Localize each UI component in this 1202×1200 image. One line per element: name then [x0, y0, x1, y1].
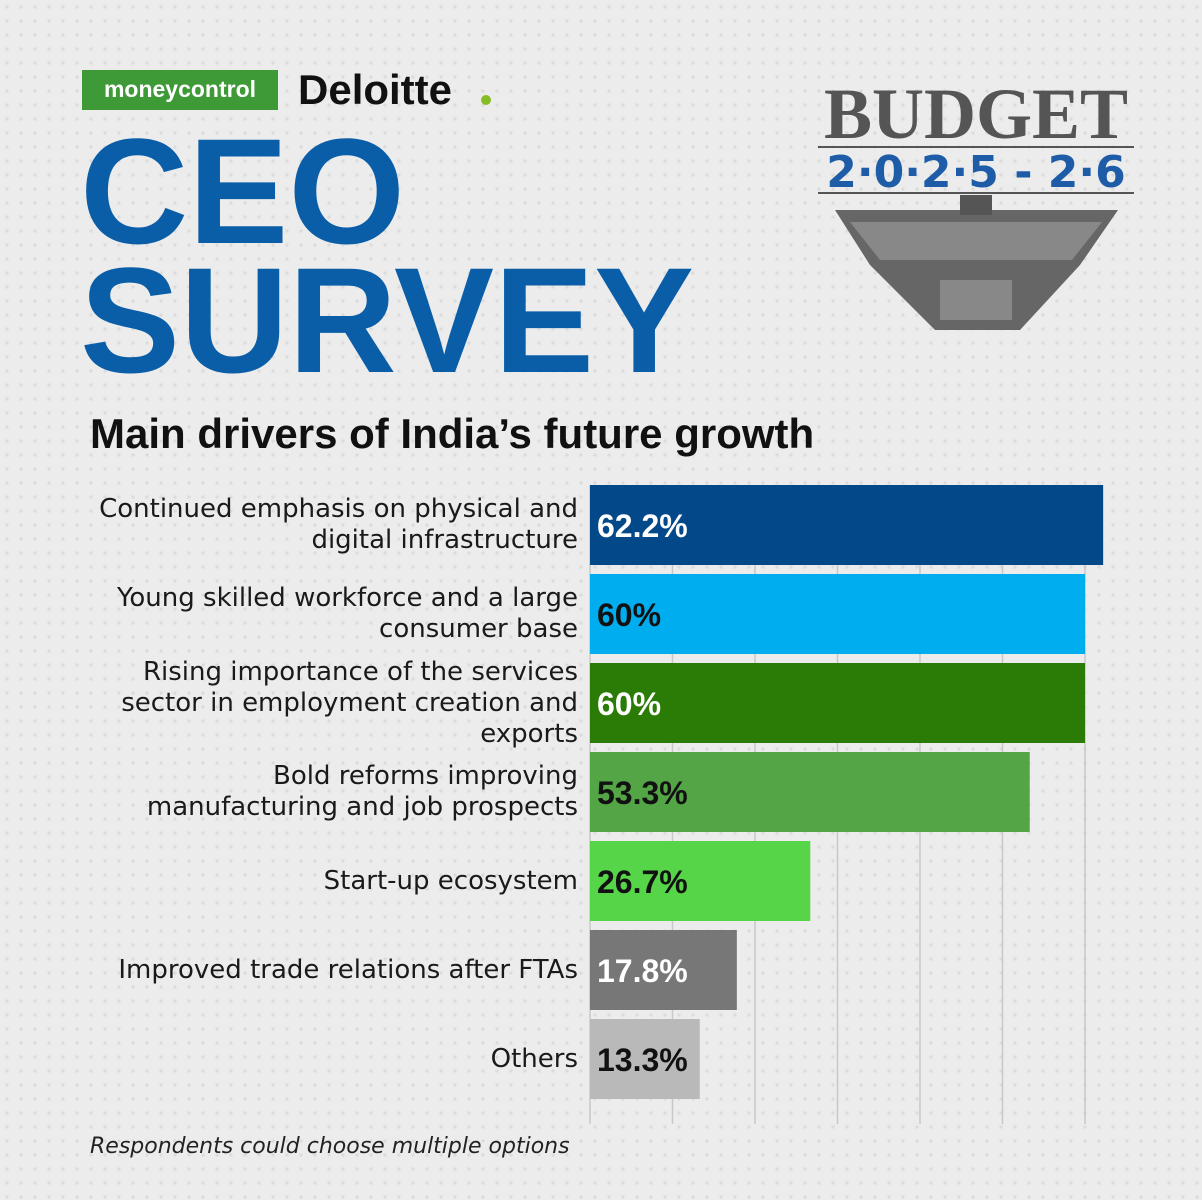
category-label: Start-up ecosystem — [323, 865, 578, 896]
value-label: 26.7% — [597, 864, 688, 900]
value-label: 53.3% — [597, 775, 688, 811]
category-label: Young skilled workforce and a large cons… — [116, 583, 578, 644]
badge-years: 2·0·2·5 - 2·6 — [826, 147, 1125, 198]
category-label: Continued emphasis on physical and digit… — [99, 494, 578, 555]
note: Respondents could choose multiple option… — [90, 1134, 570, 1159]
category-label: Improved trade relations after FTAs — [118, 954, 578, 985]
bar — [590, 485, 1104, 565]
value-label: 17.8% — [597, 953, 688, 989]
bar — [590, 1019, 700, 1099]
category-label: Rising importance of the services sector… — [121, 656, 578, 749]
bar — [590, 841, 811, 921]
bar — [590, 752, 1030, 832]
badge-title: BUDGET — [824, 74, 1128, 154]
brand-left: moneycontrol — [104, 76, 256, 102]
category-label: Bold reforms improving manufacturing and… — [146, 761, 578, 822]
bar — [590, 663, 1085, 743]
brand-box — [82, 70, 278, 110]
headline: SURVEY — [80, 236, 694, 404]
chart-title: Main drivers of India’s future growth — [90, 410, 814, 457]
brand-dot — [481, 95, 491, 105]
parliament-icon — [835, 195, 1118, 330]
bar — [590, 930, 737, 1010]
value-label: 62.2% — [597, 508, 688, 544]
category-label: Others — [490, 1043, 578, 1074]
headline: CEO — [80, 107, 405, 275]
bar — [590, 574, 1085, 654]
value-label: 60% — [597, 597, 661, 633]
value-label: 60% — [597, 686, 661, 722]
brand-right: Deloitte — [298, 66, 452, 113]
value-label: 13.3% — [597, 1042, 688, 1078]
